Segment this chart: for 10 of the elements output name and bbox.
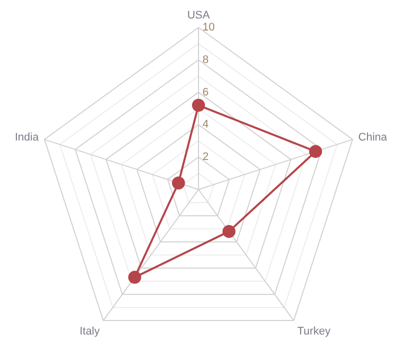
spoke-label: Italy — [80, 325, 100, 338]
y-tick-label: 8 — [202, 54, 209, 66]
y-tick-label: 2 — [202, 151, 209, 164]
spoke-label: USA — [187, 10, 210, 22]
spoke-label: Turkey — [297, 325, 331, 338]
spoke-label: China — [358, 132, 388, 144]
y-tick-label: 10 — [202, 22, 215, 34]
spoke-label: India — [14, 132, 40, 144]
y-tick-label: 4 — [202, 118, 209, 131]
y-tick-label: 6 — [202, 86, 209, 98]
